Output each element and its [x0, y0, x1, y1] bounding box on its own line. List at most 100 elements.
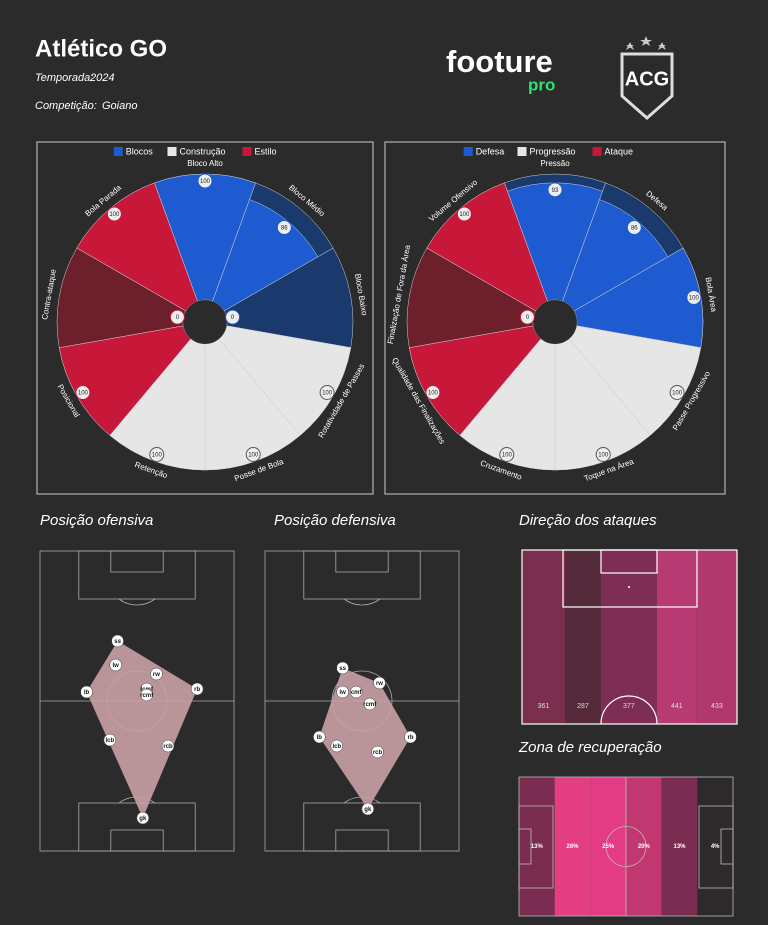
crest-star: [626, 42, 634, 50]
value-badge: [519, 309, 535, 325]
legend-swatch: [592, 147, 602, 156]
value-label: 93: [552, 188, 559, 194]
value-badge: [499, 446, 515, 462]
player: [161, 739, 175, 753]
center-hole: [533, 300, 577, 344]
lane: [522, 550, 565, 724]
player: [349, 685, 363, 699]
player: [373, 676, 386, 690]
value-label: 100: [459, 212, 470, 218]
zone: [661, 777, 698, 916]
coverage-area: [319, 668, 411, 809]
player: [140, 688, 153, 702]
player: [103, 733, 117, 747]
value-label: 100: [78, 391, 89, 397]
value-badge: [197, 173, 213, 189]
value-badge: [106, 206, 122, 222]
player-label: rcb: [163, 744, 173, 750]
team-name: Atlético GO: [35, 35, 167, 62]
slice-label: Pressão: [540, 159, 570, 168]
zone: [626, 777, 662, 916]
crest: ACG: [620, 36, 674, 120]
season-label: Temporada:: [35, 72, 93, 84]
penalty-arc: [118, 598, 156, 606]
crest-star: [658, 42, 666, 50]
player-label: ss: [114, 639, 121, 645]
player: [363, 697, 377, 711]
crest-shield: [620, 52, 674, 120]
lane-value: 377: [623, 703, 635, 710]
goal-area: [720, 828, 734, 865]
chart-frame: [384, 141, 726, 495]
legend-label: Defesa: [476, 146, 505, 156]
value-badge: [169, 309, 185, 325]
player-label: cmf: [351, 690, 363, 696]
legend-swatch: [242, 147, 252, 156]
value-badge: [245, 446, 261, 462]
value-badge: [686, 290, 702, 306]
value-label: 100: [598, 453, 609, 459]
player: [136, 811, 150, 825]
value-badge: [225, 309, 241, 325]
goal-area: [600, 549, 658, 574]
value-badge: [669, 385, 685, 400]
section-title: Zona de recuperação: [518, 739, 662, 756]
crest-text: ACG: [625, 68, 669, 90]
player: [404, 730, 417, 744]
lane: [565, 550, 601, 724]
zone-label: 4%: [711, 844, 720, 850]
player: [336, 685, 349, 699]
penalty-arc: [343, 598, 381, 606]
value-badge: [276, 220, 292, 236]
zone: [554, 777, 591, 916]
player: [111, 634, 124, 648]
player-label: lw: [112, 663, 119, 669]
lane-value: 287: [577, 703, 589, 710]
player-label: rcmf: [363, 702, 377, 708]
player: [361, 802, 375, 816]
player: [80, 685, 93, 699]
center-circle: [605, 826, 647, 867]
player-label: gk: [139, 816, 147, 822]
value-label: 100: [200, 179, 211, 185]
center-arc: [600, 695, 658, 725]
section-title: Posição defensiva: [274, 512, 396, 529]
legend-label: Ataque: [605, 146, 634, 156]
goal-area: [518, 828, 532, 865]
chart-frame: [36, 141, 374, 495]
section-title: Posição ofensiva: [40, 512, 153, 529]
player: [371, 745, 384, 759]
legend-swatch: [463, 147, 473, 156]
player-label: rw: [153, 672, 160, 678]
value-label: 100: [502, 453, 513, 459]
center-hole: [183, 300, 227, 344]
goal-area: [335, 829, 389, 852]
player-label: lb: [317, 735, 323, 741]
player-label: lcb: [106, 738, 115, 744]
lane-value: 441: [671, 703, 683, 710]
value-label: 100: [672, 391, 683, 397]
player: [109, 658, 122, 672]
player: [313, 730, 326, 744]
value-label: 86: [631, 226, 638, 232]
zone-label: 13%: [531, 844, 544, 850]
section-title: Direção dos ataques: [519, 512, 657, 529]
competition-label: Competição:: [35, 100, 97, 112]
player-label: lw: [339, 690, 346, 696]
player: [150, 667, 163, 681]
lane-value: 433: [711, 703, 723, 710]
zone-label: 13%: [673, 844, 686, 850]
value-badge: [456, 206, 472, 222]
zone-label: 25%: [602, 844, 615, 850]
player-label: rb: [194, 687, 200, 693]
value-badge: [319, 385, 335, 400]
brand-sub: pro: [528, 75, 555, 94]
player-label: lcb: [332, 744, 341, 750]
goal-area: [110, 550, 164, 573]
player-label: rcb: [373, 750, 383, 756]
player-label: rcmf: [140, 693, 154, 699]
zone: [590, 777, 626, 916]
value-label: 86: [281, 226, 288, 232]
value-label: 100: [109, 212, 120, 218]
